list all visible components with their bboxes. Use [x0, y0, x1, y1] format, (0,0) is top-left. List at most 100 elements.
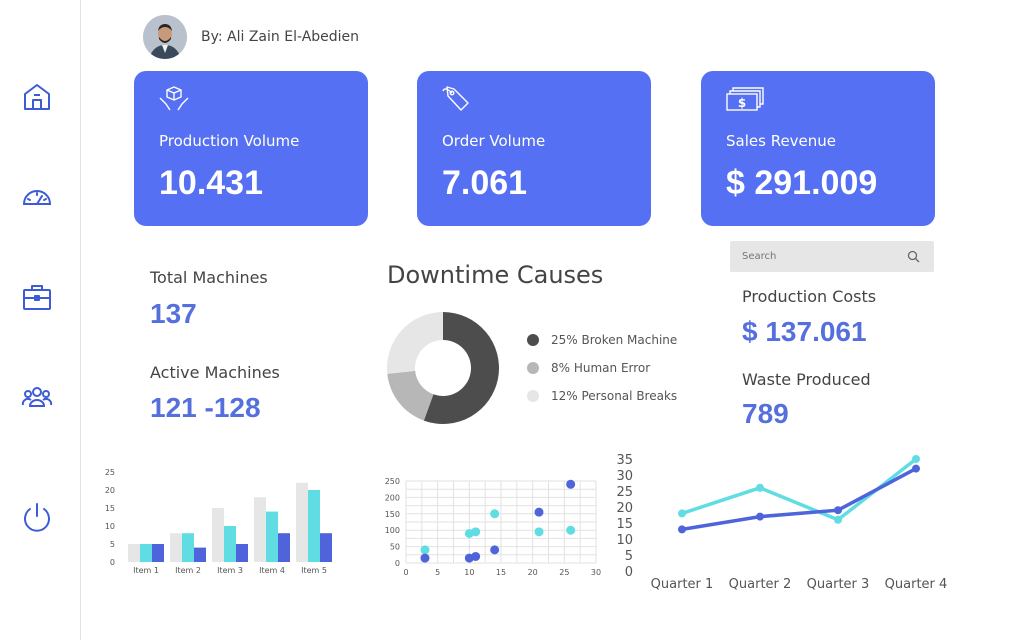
y-tick-label: 150: [385, 510, 400, 519]
legend-swatch: [527, 390, 539, 402]
bar: [278, 533, 290, 562]
bar: [224, 526, 236, 562]
series-line: [681, 457, 918, 522]
y-tick-label: 100: [385, 526, 400, 535]
author-header: By: Ali Zain El-Abedien: [143, 15, 359, 59]
x-tick-label: 25: [559, 568, 569, 577]
bar: [152, 544, 164, 562]
scatter-point: [534, 527, 544, 537]
total-machines-value: 137: [150, 298, 197, 329]
y-tick-label: 30: [616, 469, 633, 484]
x-tick-label: 10: [464, 568, 474, 577]
bar: [266, 511, 278, 562]
donut-slice: [387, 312, 443, 374]
bar: [308, 490, 320, 562]
y-tick-label: 20: [616, 501, 633, 516]
y-tick-label: 0: [395, 559, 400, 568]
scatter-point: [471, 551, 481, 561]
production-costs-value: $ 137.061: [742, 316, 867, 347]
bar: [182, 533, 194, 562]
box-hands-icon: [158, 84, 190, 114]
legend-swatch: [527, 362, 539, 374]
scatter-point: [471, 527, 481, 537]
y-tick-label: 10: [105, 522, 115, 531]
x-tick-label: Item 3: [217, 566, 243, 575]
scatter-point: [566, 479, 576, 489]
y-tick-label: 50: [390, 543, 400, 552]
y-tick-label: 20: [105, 486, 115, 495]
search-icon[interactable]: [907, 250, 920, 263]
y-tick-label: 200: [385, 493, 400, 502]
kpi-value: $ 291.009: [726, 164, 878, 202]
donut-slice: [423, 312, 499, 424]
scatter-chart: 0 50 100 150 200 250 0 5 10 15 20 25 30: [385, 477, 601, 577]
x-tick-label: Quarter 3: [807, 577, 870, 592]
total-machines-label: Total Machines: [150, 268, 268, 287]
search-input[interactable]: [730, 241, 924, 272]
y-tick-label: 0: [625, 565, 633, 580]
legend-item-personal-breaks: 12% Personal Breaks: [527, 389, 677, 403]
legend-item-human-error: 8% Human Error: [527, 361, 650, 375]
bar: [254, 497, 266, 562]
active-machines-value: 121 -128: [150, 392, 261, 423]
x-tick-label: Item 4: [259, 566, 285, 575]
downtime-donut-chart: [387, 312, 499, 424]
avatar[interactable]: [143, 15, 187, 59]
legend-label: 8% Human Error: [551, 361, 651, 375]
y-tick-label: 25: [616, 485, 633, 500]
y-tick-label: 250: [385, 477, 400, 486]
x-tick-label: 20: [528, 568, 538, 577]
line-point: [756, 483, 764, 492]
dashboard-gauge-icon[interactable]: [20, 180, 54, 214]
bar: [128, 544, 140, 562]
kpi-card-order-volume[interactable]: Order Volume 7.061: [417, 71, 651, 226]
kpi-card-production-volume[interactable]: Production Volume 10.431: [134, 71, 368, 226]
line-point: [834, 506, 842, 515]
legend-item-broken-machine: 25% Broken Machine: [527, 333, 677, 347]
bar: [170, 533, 182, 562]
y-tick-label: 10: [616, 533, 633, 548]
kpi-card-sales-revenue[interactable]: $ Sales Revenue $ 291.009: [701, 71, 935, 226]
y-tick-label: 15: [616, 517, 633, 532]
search-box: [730, 241, 934, 272]
items-bar-chart: 0 5 10 15 20 25 Item 1 Item 2 Item 3 Item 4 Item 5: [105, 468, 332, 575]
kpi-value: 7.061: [442, 164, 528, 202]
x-tick-label: 0: [403, 568, 408, 577]
svg-text:$: $: [738, 96, 746, 110]
scatter-point: [534, 507, 544, 517]
briefcase-icon[interactable]: [20, 280, 54, 314]
scatter-point: [566, 525, 576, 535]
bar: [320, 533, 332, 562]
bar: [140, 544, 152, 562]
downtime-chart-title: Downtime Causes: [387, 261, 604, 289]
legend-swatch: [527, 334, 539, 346]
line-point: [756, 512, 764, 521]
bar: [194, 547, 206, 562]
cash-stack-icon: $: [725, 84, 764, 114]
x-tick-label: Quarter 1: [651, 577, 714, 592]
kpi-value: 10.431: [159, 164, 263, 202]
x-tick-label: Quarter 4: [885, 577, 948, 592]
series-line: [681, 467, 917, 532]
author-name: By: Ali Zain El-Abedien: [201, 29, 360, 45]
donut-slice: [387, 370, 434, 421]
legend-label: 12% Personal Breaks: [551, 389, 678, 403]
y-tick-label: 0: [110, 558, 115, 567]
scatter-point: [420, 553, 430, 563]
line-point: [834, 515, 842, 524]
bar: [236, 544, 248, 562]
team-icon[interactable]: [20, 380, 54, 414]
line-point: [678, 509, 686, 518]
power-icon[interactable]: [20, 500, 54, 534]
home-icon[interactable]: [20, 80, 54, 114]
legend-label: 25% Broken Machine: [551, 333, 678, 347]
y-tick-label: 5: [110, 540, 115, 549]
x-tick-label: 5: [435, 568, 440, 577]
y-tick-label: 15: [105, 504, 115, 513]
bar: [212, 508, 224, 562]
x-tick-label: Item 5: [301, 566, 327, 575]
bar: [296, 482, 308, 562]
kpi-label: Production Volume: [159, 132, 300, 150]
scatter-point: [490, 509, 500, 519]
